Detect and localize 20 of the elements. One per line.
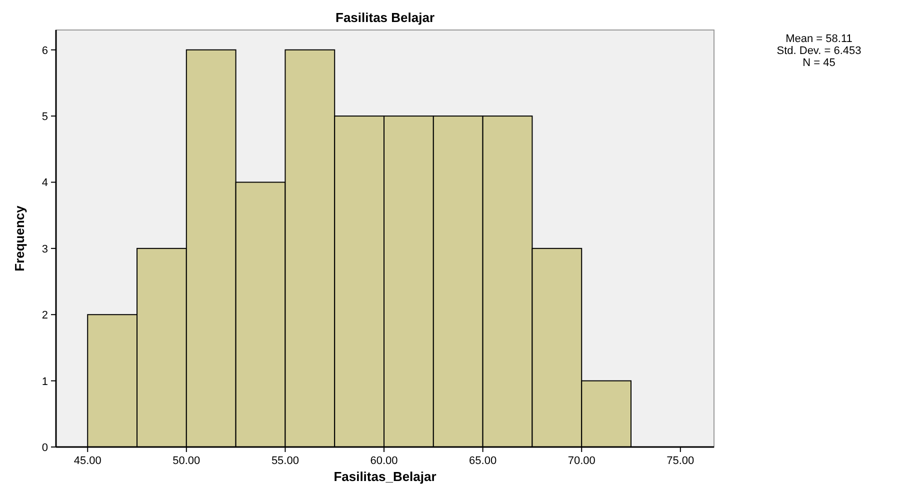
y-tick-label: 6 <box>42 44 48 57</box>
x-axis-title: Fasilitas_Belajar <box>334 469 436 484</box>
text: Mean = 58.11 <box>786 33 852 45</box>
y-tick-label: 1 <box>42 376 48 388</box>
x-tick-label: 50.00 <box>172 455 200 467</box>
y-tick-label: 2 <box>42 310 48 322</box>
x-tick-label: 65.00 <box>469 455 497 467</box>
y-axis-title: Frequency <box>12 204 27 272</box>
text: N = 45 <box>802 57 836 69</box>
text: Std. Dev. = 6.453 <box>776 45 862 57</box>
y-tick-label: 3 <box>42 243 48 256</box>
x-tick-label: 55.00 <box>271 455 299 467</box>
x-tick-label: 70.00 <box>568 455 596 467</box>
chart-title: Fasilitas Belajar <box>336 10 434 25</box>
y-tick-label: 0 <box>42 442 48 454</box>
y-tick-label: 4 <box>42 177 48 190</box>
x-tick-label: 75.00 <box>666 455 694 467</box>
x-tick-label: 60.00 <box>370 455 398 467</box>
x-tick-label: 45.00 <box>74 455 102 467</box>
y-tick-label: 5 <box>42 111 48 124</box>
